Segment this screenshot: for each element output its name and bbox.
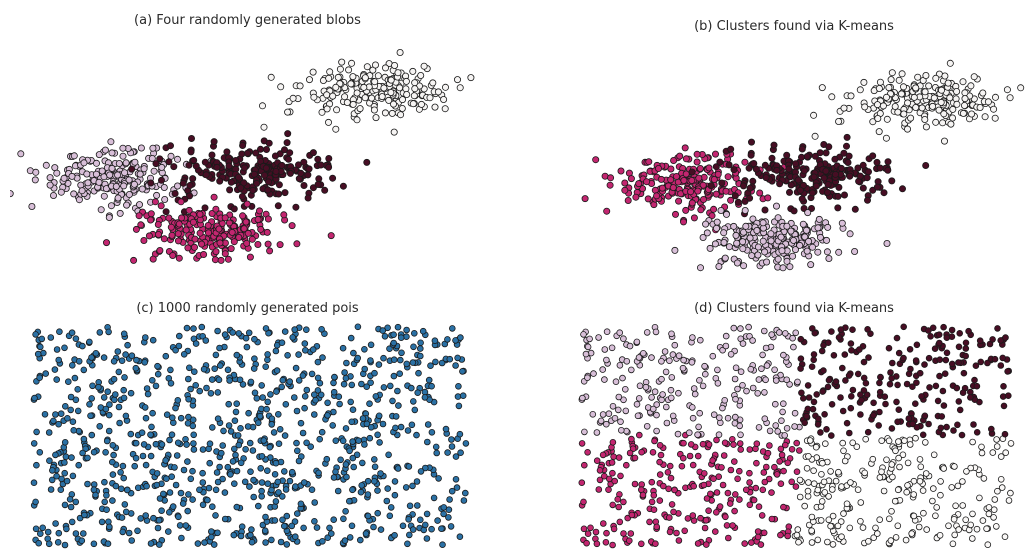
panel-c: (c) 1000 randomly generated pois <box>10 296 485 552</box>
panel-a-title: (a) Four randomly generated blobs <box>134 13 361 28</box>
panel-b-title: (b) Clusters found via K-means <box>694 19 894 34</box>
panel-c-scatter-plot <box>30 323 470 549</box>
panel-b: (b) Clusters found via K-means <box>558 14 1030 300</box>
panel-a: (a) Four randomly generated blobs <box>10 8 485 300</box>
panel-a-scatter-plot <box>10 48 475 264</box>
panel-d: (d) Clusters found via K-means <box>558 296 1030 552</box>
panel-b-scatter-plot <box>581 59 1025 272</box>
panel-c-title: (c) 1000 randomly generated pois <box>136 301 359 316</box>
panel-d-scatter-plot <box>578 323 1015 549</box>
panel-d-title: (d) Clusters found via K-means <box>694 301 894 316</box>
